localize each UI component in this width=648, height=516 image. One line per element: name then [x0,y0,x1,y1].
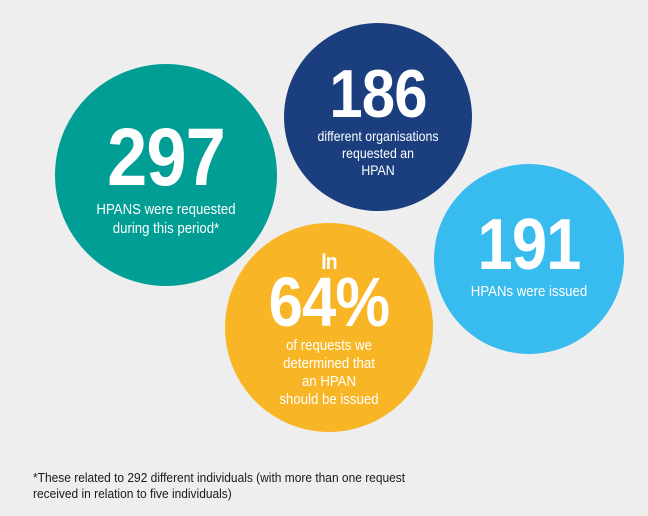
stat-circle-issued [434,164,624,354]
organisations-number: 186 [329,56,427,132]
stat-circle-determined [225,223,433,432]
determined-line-2: determined that [283,355,375,372]
determined-prefix: In [321,249,337,274]
stat-circle-requested [55,64,277,286]
determined-number: 64% [268,263,391,341]
footnote-line-2: received in relation to five individuals… [33,486,232,501]
requested-number: 297 [107,112,226,203]
issued-number: 191 [477,205,581,285]
requested-line-2: during this period* [112,220,220,237]
organisations-line-1: different organisations [317,128,439,144]
footnote-line-1: *These related to 292 different individu… [33,470,406,485]
organisations-line-3: HPAN [361,162,395,178]
footnote: *These related to 292 different individu… [33,470,405,502]
organisations-line-2: requested an [342,145,414,161]
stat-circle-organisations [284,23,472,211]
determined-line-4: should be issued [279,391,379,408]
issued-line-1: HPANs were issued [470,283,588,300]
determined-line-1: of requests we [286,337,372,354]
requested-line-1: HPANS were requested [96,201,236,218]
determined-line-3: an HPAN [301,373,357,390]
